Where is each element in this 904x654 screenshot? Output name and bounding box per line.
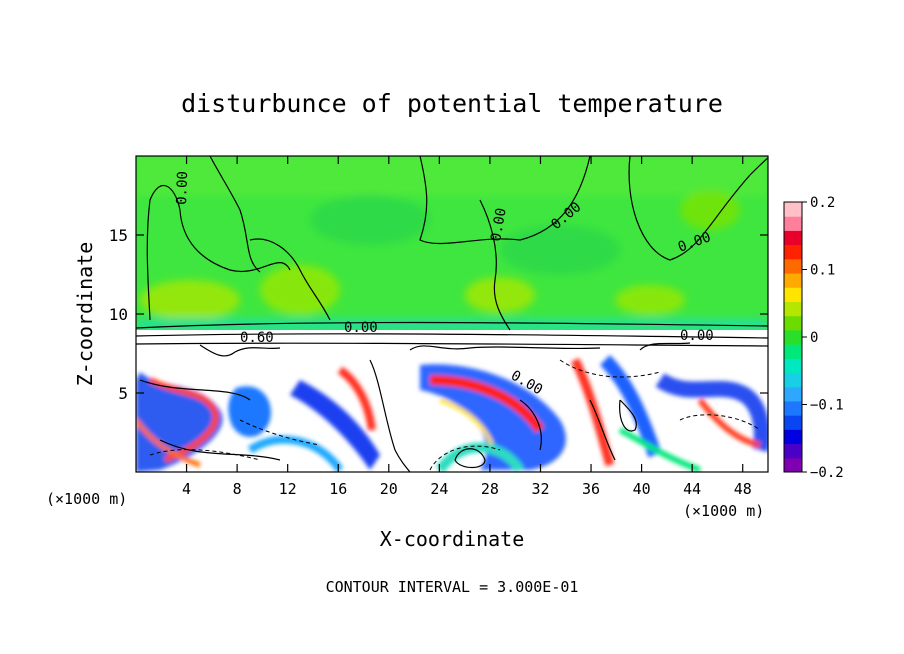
- colorbar: 0.2 0.1 0 −0.1 −0.2: [783, 195, 844, 481]
- colorbar-tick-label: 0.2: [810, 195, 835, 211]
- colorbar-swatch: [784, 457, 802, 473]
- colorbar-swatch: [784, 301, 802, 317]
- colorbar-swatch: [784, 400, 802, 416]
- colorbar-tick-label: 0: [810, 330, 818, 346]
- x-tick-label: 24: [430, 480, 448, 498]
- x-tick-label: 20: [380, 480, 398, 498]
- colorbar-swatch: [784, 386, 802, 402]
- x-tick-label: 44: [683, 480, 701, 498]
- x-axis-label: X-coordinate: [380, 527, 525, 551]
- y-tick-label: 5: [118, 384, 128, 403]
- contour-label: 0.00: [488, 207, 510, 243]
- x-tick-label: 48: [734, 480, 752, 498]
- colorbar-tick-label: −0.2: [810, 465, 844, 481]
- contour-lines: [136, 156, 768, 472]
- lower-field-structures: [136, 355, 768, 472]
- x-units-right: (×1000 m): [683, 502, 764, 520]
- colorbar-swatch: [784, 415, 802, 430]
- contour-interval: CONTOUR INTERVAL = 3.000E-01: [326, 578, 579, 596]
- colorbar-swatch: [784, 216, 802, 231]
- contour-label: 0.00: [680, 328, 714, 344]
- x-tick-label: 4: [182, 480, 191, 498]
- y-axis: 5 10 15: [109, 226, 768, 403]
- colorbar-swatch: [784, 273, 802, 288]
- y-axis-label: Z-coordinate: [73, 242, 97, 387]
- plot-area: 0.00 0.00 0.00 0.00 0.00 0.60 0.00 0.00: [136, 156, 768, 472]
- colorbar-swatch: [784, 244, 802, 260]
- dashed-contours: [149, 359, 761, 471]
- colorbar-swatch: [784, 443, 802, 459]
- contour-label: 0.60: [240, 330, 274, 346]
- chart-title: disturbunce of potential temperature: [181, 89, 723, 118]
- upper-field-variation: [136, 156, 768, 332]
- colorbar-swatch: [784, 202, 802, 217]
- x-tick-label: 12: [279, 480, 297, 498]
- y-tick-label: 10: [109, 305, 128, 324]
- x-tick-label: 8: [233, 480, 242, 498]
- colorbar-swatch: [784, 315, 802, 331]
- contour-label: 0.00: [174, 171, 191, 205]
- colorbar-swatch: [784, 287, 802, 302]
- x-tick-label: 32: [531, 480, 549, 498]
- x-tick-label: 36: [582, 480, 600, 498]
- colorbar-swatch: [784, 358, 802, 374]
- x-tick-label: 28: [481, 480, 499, 498]
- colorbar-tick-label: 0.1: [810, 263, 835, 279]
- x-tick-label: 16: [329, 480, 347, 498]
- colorbar-swatch: [784, 372, 802, 388]
- y-tick-label: 15: [109, 226, 128, 245]
- x-axis: 4 8 12 16 20 24 28 32 36 40 44 48: [182, 156, 752, 498]
- colorbar-swatch: [784, 258, 802, 274]
- colorbar-swatch: [784, 344, 802, 359]
- colorbar-swatch: [784, 329, 802, 345]
- contour-label: 0.00: [344, 320, 378, 336]
- x-units-left: (×1000 m): [46, 490, 127, 508]
- colorbar-swatch: [784, 230, 802, 246]
- x-tick-label: 40: [633, 480, 651, 498]
- colorbar-tick-label: −0.1: [810, 398, 844, 414]
- colorbar-swatch: [784, 429, 802, 445]
